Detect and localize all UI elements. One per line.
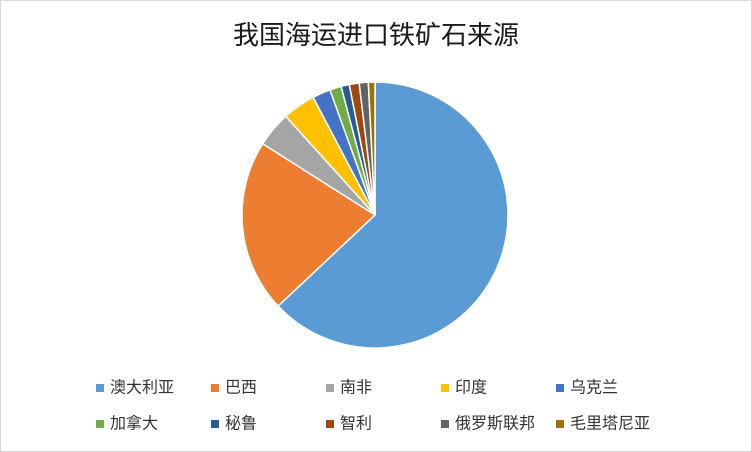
legend-label: 巴西 <box>225 378 257 397</box>
legend-label: 俄罗斯联邦 <box>455 414 535 433</box>
legend-label: 印度 <box>455 378 487 397</box>
pie-slice <box>276 81 509 349</box>
legend-marker <box>211 420 219 428</box>
legend-marker <box>96 420 104 428</box>
legend-marker <box>556 384 564 392</box>
legend-label: 加拿大 <box>110 414 158 433</box>
chart-title: 我国海运进口铁矿石来源 <box>233 21 519 51</box>
legend-label: 智利 <box>340 414 372 433</box>
legend-label: 秘鲁 <box>225 414 257 433</box>
legend-marker <box>441 384 449 392</box>
legend-marker <box>326 420 334 428</box>
legend-label: 乌克兰 <box>570 378 618 397</box>
legend-label: 南非 <box>340 378 372 397</box>
pie-slice <box>241 142 377 308</box>
pie-slice <box>367 81 376 216</box>
legend-marker <box>96 384 104 392</box>
legend-label: 毛里塔尼亚 <box>570 414 650 433</box>
legend-label: 澳大利亚 <box>110 378 174 397</box>
legend-marker <box>556 420 564 428</box>
legend-marker <box>211 384 219 392</box>
legend-marker <box>326 384 334 392</box>
legend-marker <box>441 420 449 428</box>
pie <box>241 81 509 349</box>
